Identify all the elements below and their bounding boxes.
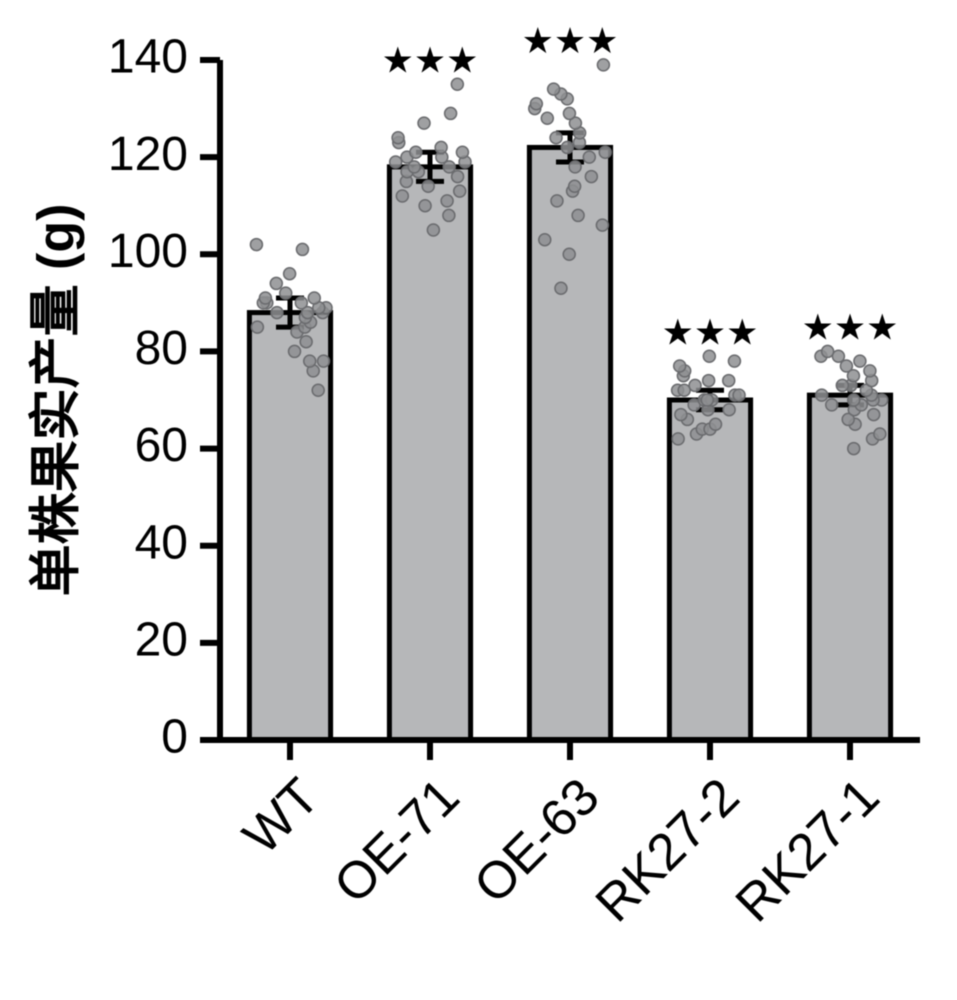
bar [249, 313, 330, 740]
scatter-point [585, 171, 597, 183]
scatter-point [304, 355, 316, 367]
scatter-point [723, 404, 735, 416]
scatter-point [295, 297, 307, 309]
scatter-point [816, 389, 828, 401]
scatter-point [308, 292, 320, 304]
scatter-point [555, 282, 567, 294]
scatter-point [674, 360, 686, 372]
bar-chart: 020406080100120140单株果实产量 (g)WT★★★OE-71★★… [0, 0, 957, 1000]
scatter-point [728, 355, 740, 367]
y-tick-label: 80 [135, 322, 188, 375]
scatter-point [599, 146, 611, 158]
scatter-point [312, 384, 324, 396]
scatter-point [410, 146, 422, 158]
scatter-point [848, 443, 860, 455]
significance-marker: ★★★ [802, 306, 899, 347]
significance-marker: ★★★ [382, 39, 479, 80]
bar [669, 400, 750, 740]
scatter-point [874, 428, 886, 440]
scatter-point [392, 132, 404, 144]
scatter-point [854, 355, 866, 367]
significance-marker: ★★★ [522, 20, 619, 61]
scatter-point [300, 336, 312, 348]
y-tick-label: 20 [135, 614, 188, 667]
scatter-point [563, 248, 575, 260]
scatter-point [583, 151, 595, 163]
scatter-point [454, 185, 466, 197]
scatter-point [443, 209, 455, 221]
scatter-point [259, 292, 271, 304]
scatter-point [572, 209, 584, 221]
y-tick-label: 140 [108, 31, 188, 84]
bar [389, 167, 470, 740]
y-tick-label: 0 [161, 711, 188, 764]
scatter-point [596, 219, 608, 231]
scatter-point [270, 277, 282, 289]
scatter-point [422, 180, 434, 192]
scatter-point [548, 83, 560, 95]
scatter-point [864, 365, 876, 377]
scatter-point [563, 107, 575, 119]
scatter-point [419, 200, 431, 212]
scatter-point [826, 399, 838, 411]
scatter-point [569, 180, 581, 192]
scatter-point [390, 156, 402, 168]
scatter-point [284, 268, 296, 280]
scatter-point [569, 161, 581, 173]
scatter-point [550, 132, 562, 144]
scatter-point [723, 375, 735, 387]
scatter-point [456, 146, 468, 158]
scatter-point [280, 287, 292, 299]
scatter-point [396, 190, 408, 202]
scatter-point [551, 195, 563, 207]
scatter-point [836, 379, 848, 391]
scatter-point [271, 307, 283, 319]
scatter-point [848, 394, 860, 406]
scatter-point [701, 394, 713, 406]
scatter-point [672, 433, 684, 445]
y-tick-label: 120 [108, 128, 188, 181]
scatter-point [675, 409, 687, 421]
y-tick-label: 60 [135, 419, 188, 472]
scatter-point [296, 243, 308, 255]
scatter-point [441, 195, 453, 207]
y-tick-label: 40 [135, 516, 188, 569]
y-axis-label: 单株果实产量 (g) [28, 204, 86, 597]
scatter-point [435, 141, 447, 153]
scatter-point [418, 117, 430, 129]
significance-marker: ★★★ [662, 311, 759, 352]
scatter-point [541, 112, 553, 124]
scatter-point [689, 379, 701, 391]
scatter-point [250, 239, 262, 251]
scatter-point [539, 234, 551, 246]
scatter-point [868, 409, 880, 421]
scatter-point [710, 418, 722, 430]
scatter-point [733, 389, 745, 401]
scatter-point [251, 321, 263, 333]
scatter-point [452, 171, 464, 183]
scatter-point [427, 224, 439, 236]
scatter-point [561, 141, 573, 153]
y-tick-label: 100 [108, 225, 188, 278]
scatter-point [703, 375, 715, 387]
scatter-point [318, 355, 330, 367]
chart-container: 020406080100120140单株果实产量 (g)WT★★★OE-71★★… [0, 0, 957, 1000]
scatter-point [530, 98, 542, 110]
scatter-point [289, 345, 301, 357]
scatter-point [445, 107, 457, 119]
